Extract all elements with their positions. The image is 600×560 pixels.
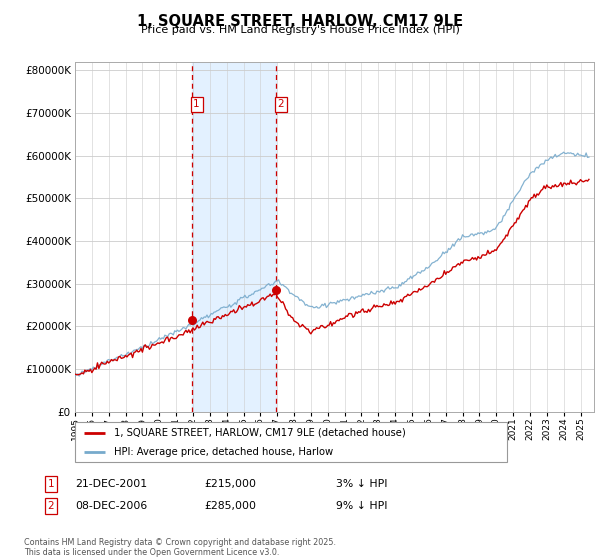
Text: HPI: Average price, detached house, Harlow: HPI: Average price, detached house, Harl… <box>114 447 333 457</box>
FancyBboxPatch shape <box>75 422 507 462</box>
Text: 2: 2 <box>47 501 55 511</box>
Text: 21-DEC-2001: 21-DEC-2001 <box>75 479 147 489</box>
Text: 08-DEC-2006: 08-DEC-2006 <box>75 501 147 511</box>
Text: 1: 1 <box>47 479 55 489</box>
Text: 1, SQUARE STREET, HARLOW, CM17 9LE: 1, SQUARE STREET, HARLOW, CM17 9LE <box>137 14 463 29</box>
Text: 3% ↓ HPI: 3% ↓ HPI <box>336 479 388 489</box>
Text: £285,000: £285,000 <box>204 501 256 511</box>
Text: 1, SQUARE STREET, HARLOW, CM17 9LE (detached house): 1, SQUARE STREET, HARLOW, CM17 9LE (deta… <box>114 428 406 437</box>
Text: £215,000: £215,000 <box>204 479 256 489</box>
Bar <box>193 62 276 412</box>
Text: 2: 2 <box>278 99 284 109</box>
Text: Price paid vs. HM Land Registry's House Price Index (HPI): Price paid vs. HM Land Registry's House … <box>140 25 460 35</box>
Text: 9% ↓ HPI: 9% ↓ HPI <box>336 501 388 511</box>
Point <box>271 286 281 295</box>
Point <box>188 315 197 324</box>
Text: 1: 1 <box>193 99 200 109</box>
Text: Contains HM Land Registry data © Crown copyright and database right 2025.
This d: Contains HM Land Registry data © Crown c… <box>24 538 336 557</box>
